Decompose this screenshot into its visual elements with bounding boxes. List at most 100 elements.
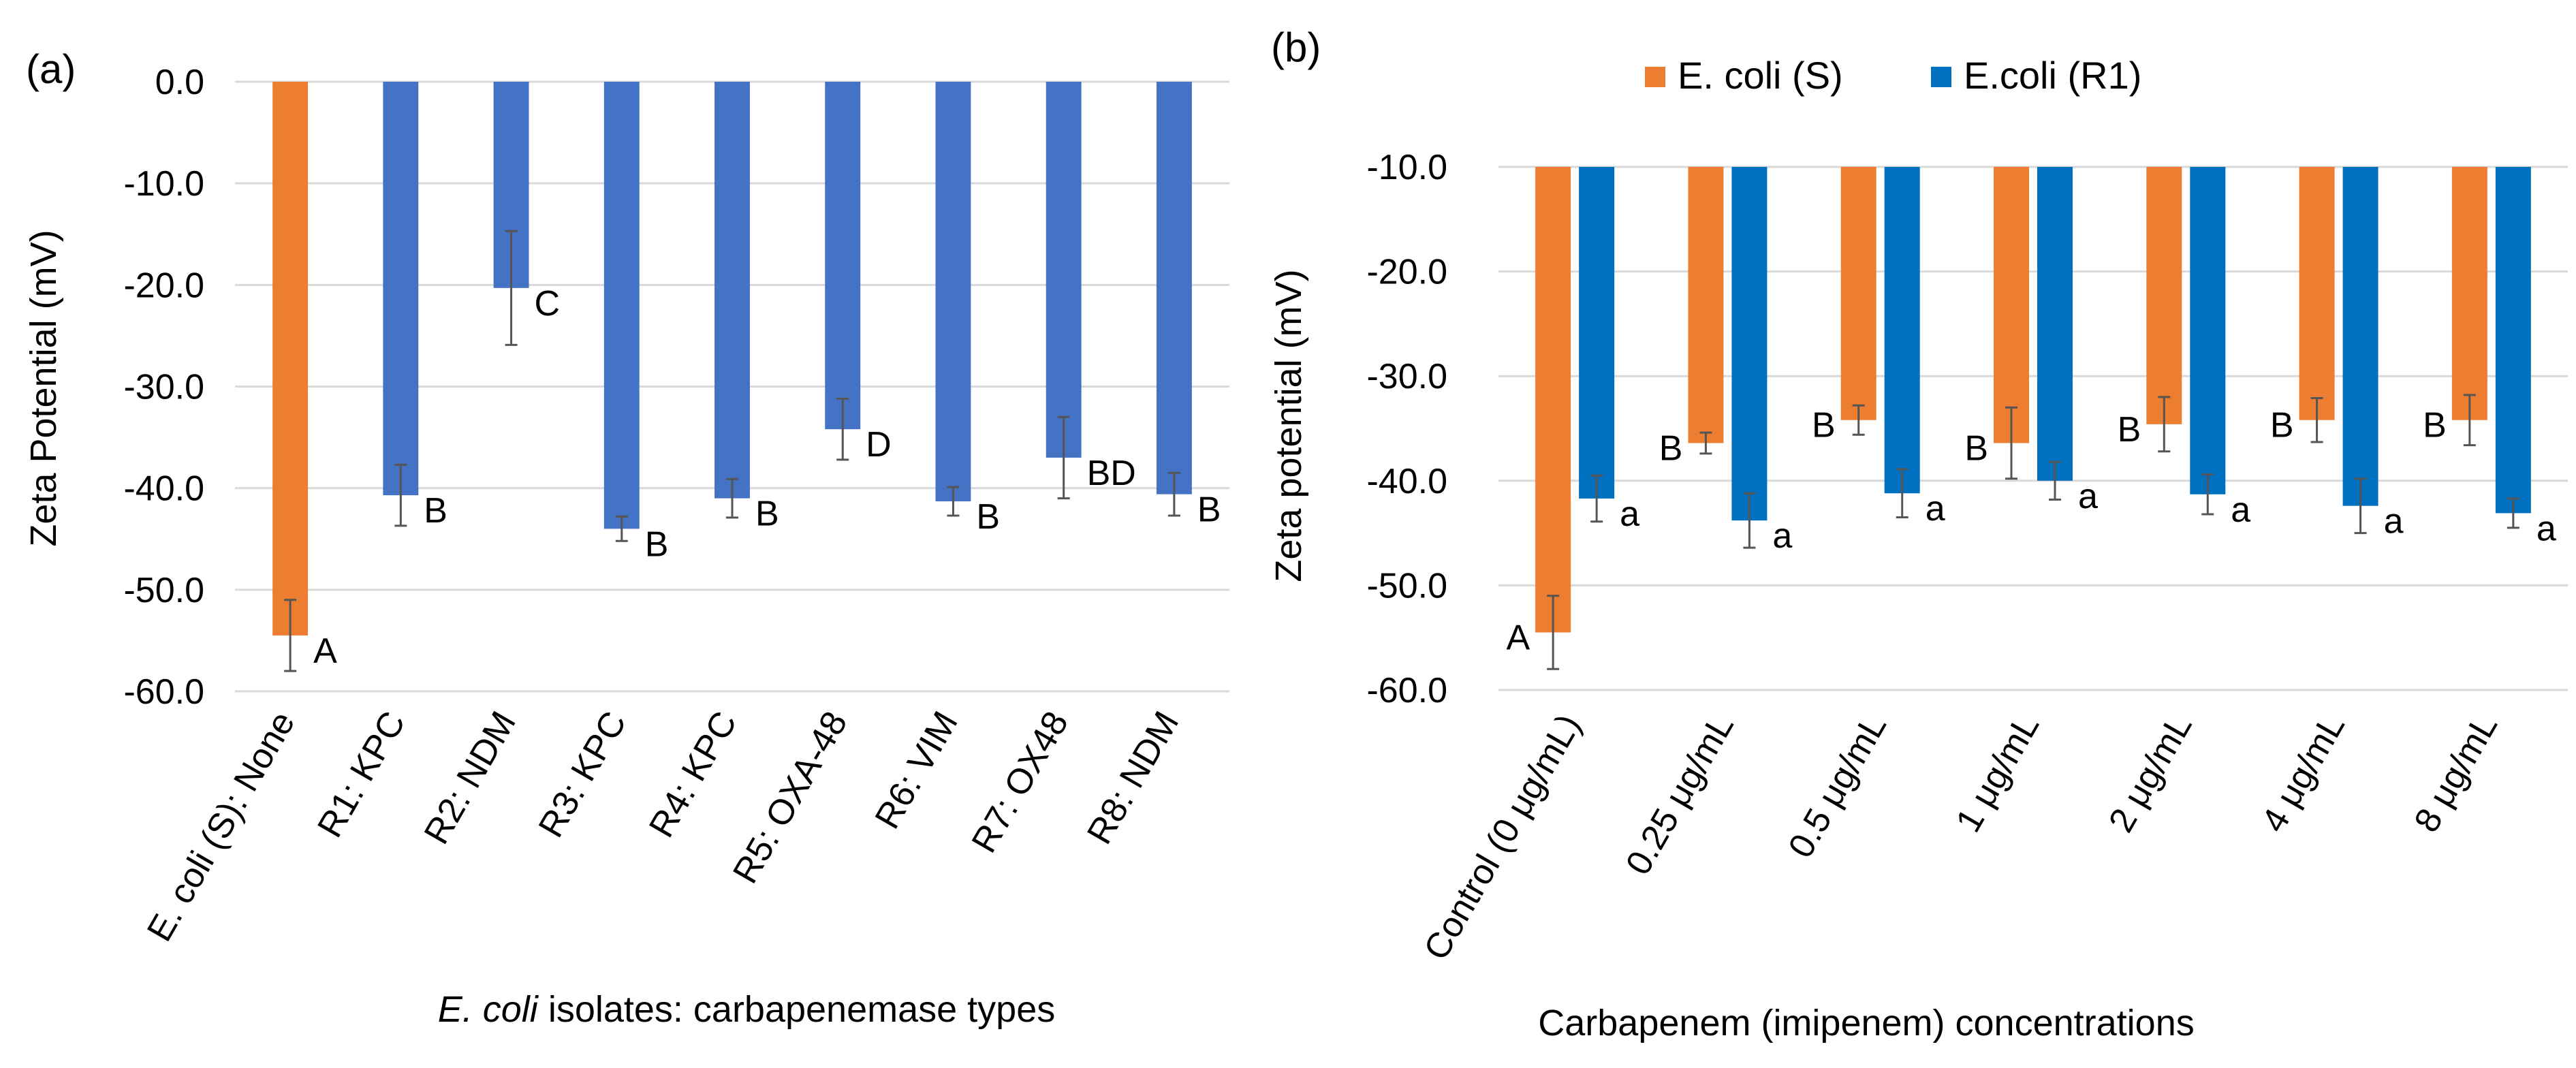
error-bar-e-coli-s-1-g-ml <box>2005 406 2017 480</box>
bar-r1-kpc <box>383 82 419 496</box>
error-bar-e-coli-s-2-g-ml <box>2158 396 2171 453</box>
panel-b-y-axis-title: Zeta potential (mV) <box>1268 269 1309 582</box>
panel-a-label: (a) <box>26 46 76 92</box>
panel-a-y-tick-label: 0.0 <box>155 63 204 102</box>
bar-e-coli-r1-0-5-g-ml <box>1884 167 1920 494</box>
panel-b-x-tick-1-g-ml: 1 μg/mL <box>1949 708 2047 839</box>
panel-b-x-tick-8-g-ml: 8 μg/mL <box>2407 708 2506 839</box>
significance-letter-e-coli-s-none: A <box>313 631 337 671</box>
significance-letter-r8-ndm: B <box>1197 490 1221 530</box>
significance-letter-e-coli-r1-0-25-g-ml: a <box>1772 516 1792 556</box>
error-bar-r2-ndm <box>505 230 518 346</box>
panel-a-y-tick-labels: 0.0 -10.0 -20.0 -30.0 -40.0 -50.0 -60.0 <box>123 63 204 712</box>
bar-e-coli-s-0-25-g-ml <box>1688 167 1724 443</box>
panel-b-y-tick-label: -60.0 <box>1366 671 1447 710</box>
panel-b-x-tick-2-g-ml: 2 μg/mL <box>2101 708 2200 839</box>
legend-swatch-e-coli-s <box>1645 67 1665 87</box>
panel-a-y-axis-title: Zeta Potential (mV) <box>23 230 64 546</box>
panel-b-zeta-potential-by-concentration: (b) E. coli (S) E.coli (R1) -10.0 -20.0 -3… <box>1268 25 2568 1043</box>
panel-a-x-tick-r4-kpc: R4: KPC <box>642 705 744 844</box>
significance-letter-r7-ox48: BD <box>1087 454 1136 493</box>
bar-e-coli-s-1-g-ml <box>1994 167 2029 443</box>
panel-a-x-axis-title-italic: E. coli <box>438 989 539 1030</box>
panel-a-y-tick-label: -30.0 <box>123 368 204 407</box>
significance-letter-e-coli-s-0-5-g-ml: B <box>1812 406 1836 445</box>
error-bar-e-coli-r1-1-g-ml <box>2049 460 2061 501</box>
legend-label-e-coli-r1: E.coli (R1) <box>1964 54 2141 97</box>
error-bar-e-coli-s-4-g-ml <box>2310 396 2323 443</box>
significance-letter-e-coli-r1-1-g-ml: a <box>2078 477 2098 516</box>
error-bar-e-coli-r1-control-0-g-ml <box>1590 474 1603 523</box>
error-bar-e-coli-r1-4-g-ml <box>2354 477 2367 535</box>
significance-letter-r2-ndm: C <box>535 284 561 324</box>
panel-a-x-tick-r2-ndm: R2: NDM <box>417 705 524 851</box>
bar-e-coli-s-none <box>272 82 309 635</box>
panel-a-y-tick-label: -60.0 <box>123 672 204 712</box>
significance-letter-r6-vim: B <box>976 497 1000 537</box>
panel-a-y-tick-label: -10.0 <box>123 164 204 204</box>
panel-a-x-tick-r6-vim: R6: VIM <box>868 705 966 836</box>
panel-a-x-axis-title-rest: isolates: carbapenemase types <box>538 989 1055 1030</box>
panel-a-x-tick-r1-kpc: R1: KPC <box>310 705 413 844</box>
panel-b-gridlines <box>1498 166 2568 691</box>
bar-e-coli-r1-2-g-ml <box>2190 167 2226 494</box>
error-bar-r5-oxa-48 <box>836 397 849 461</box>
panel-b-label: (b) <box>1271 25 1321 70</box>
panel-a-y-tick-label: -50.0 <box>123 571 204 610</box>
significance-letter-e-coli-r1-4-g-ml: a <box>2384 502 2404 541</box>
bar-r4-kpc <box>714 82 750 499</box>
error-bar-e-coli-r1-0-5-g-ml <box>1896 468 1909 519</box>
bar-r5-oxa-48 <box>825 82 861 430</box>
significance-letter-r3-kpc: B <box>645 524 669 564</box>
panel-a-y-tick-label: -20.0 <box>123 266 204 305</box>
panel-b-x-tick-0-25-g-ml: 0.25 μg/mL <box>1618 708 1742 881</box>
error-bar-e-coli-r1-2-g-ml <box>2201 473 2214 516</box>
panel-b-x-tick-0-5-g-ml: 0.5 μg/mL <box>1781 708 1894 864</box>
bar-e-coli-r1-8-g-ml <box>2495 167 2531 514</box>
error-bar-e-coli-s-8-g-ml <box>2463 394 2476 447</box>
panel-b-x-tick-labels: Control (0 μg/mL) 0.25 μg/mL 0.5 μg/mL 1 μg… <box>1416 708 2505 967</box>
bar-e-coli-s-0-5-g-ml <box>1840 167 1876 420</box>
panel-b-y-tick-label: -10.0 <box>1366 148 1447 187</box>
panel-b-x-tick-4-g-ml: 4 μg/mL <box>2254 708 2353 839</box>
panel-a-bars <box>272 82 1192 635</box>
panel-b-y-tick-label: -50.0 <box>1366 566 1447 606</box>
panel-b-y-tick-label: -40.0 <box>1366 462 1447 501</box>
significance-letter-e-coli-r1-8-g-ml: a <box>2536 509 2556 548</box>
significance-letter-e-coli-s-4-g-ml: B <box>2270 406 2294 445</box>
legend-label-e-coli-s: E. coli (S) <box>1678 54 1843 97</box>
panel-a-x-tick-e-coli-s-none: E. coli (S): None <box>140 705 303 948</box>
bar-e-coli-r1-control-0-g-ml <box>1579 167 1615 499</box>
significance-letter-e-coli-s-control-0-g-ml: A <box>1506 618 1530 658</box>
bar-r7-ox48 <box>1046 82 1082 458</box>
panel-a-x-tick-labels: E. coli (S): None R1: KPC R2: NDM R3: KPC R4… <box>140 705 1187 948</box>
bar-e-coli-s-8-g-ml <box>2451 167 2487 420</box>
significance-letter-r5-oxa-48: D <box>866 425 892 465</box>
bar-e-coli-r1-0-25-g-ml <box>1731 167 1768 521</box>
significance-letter-r1-kpc: B <box>424 491 447 531</box>
panel-a-x-tick-r5-oxa-48: R5: OXA-48 <box>725 705 855 890</box>
bar-r8-ndm <box>1156 82 1192 494</box>
bar-r3-kpc <box>603 82 640 529</box>
bar-e-coli-s-control-0-g-ml <box>1535 167 1571 633</box>
error-bar-e-coli-s-none <box>284 599 297 672</box>
bar-e-coli-s-2-g-ml <box>2146 167 2182 424</box>
panel-a-x-tick-r8-ndm: R8: NDM <box>1080 705 1187 851</box>
significance-letter-e-coli-r1-control-0-g-ml: a <box>1620 494 1639 534</box>
panel-a-error-bars <box>284 230 1180 672</box>
bar-r6-vim <box>935 82 971 502</box>
panel-a-x-axis-title: E. coli isolates: carbapenemase types <box>438 989 1056 1030</box>
significance-letter-e-coli-s-1-g-ml: B <box>1964 429 1988 469</box>
panel-b-x-axis-title: Carbapenem (imipenem) concentrations <box>1538 1003 2194 1043</box>
error-bar-r6-vim <box>947 486 960 517</box>
panel-b-error-bars <box>1547 394 2519 670</box>
error-bar-e-coli-s-0-25-g-ml <box>1699 431 1712 455</box>
bar-e-coli-s-4-g-ml <box>2299 167 2335 420</box>
error-bar-r3-kpc <box>615 515 628 542</box>
panel-b-y-tick-labels: -10.0 -20.0 -30.0 -40.0 -50.0 -60.0 <box>1366 148 1447 710</box>
significance-letter-r4-kpc: B <box>755 494 779 534</box>
bar-e-coli-r1-1-g-ml <box>2037 167 2073 481</box>
panel-b-x-tick-control-0-g-ml: Control (0 μg/mL) <box>1416 708 1588 967</box>
